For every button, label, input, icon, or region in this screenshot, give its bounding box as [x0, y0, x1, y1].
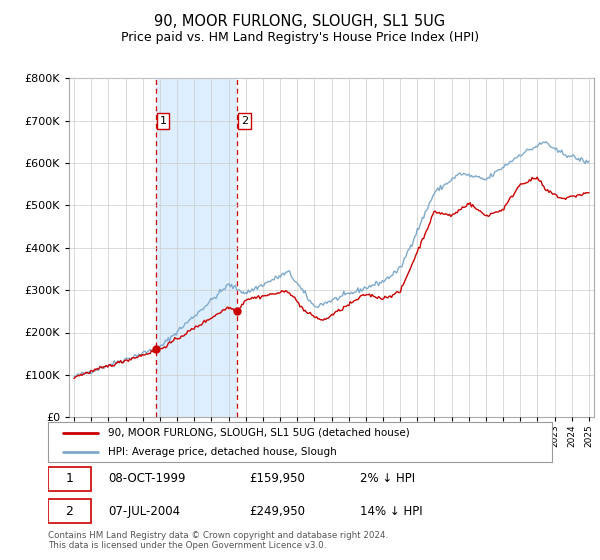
- Text: Price paid vs. HM Land Registry's House Price Index (HPI): Price paid vs. HM Land Registry's House …: [121, 31, 479, 44]
- Text: 90, MOOR FURLONG, SLOUGH, SL1 5UG (detached house): 90, MOOR FURLONG, SLOUGH, SL1 5UG (detac…: [109, 428, 410, 438]
- Text: Contains HM Land Registry data © Crown copyright and database right 2024.
This d: Contains HM Land Registry data © Crown c…: [48, 531, 388, 550]
- Text: 2: 2: [241, 116, 248, 126]
- Text: 08-OCT-1999: 08-OCT-1999: [109, 473, 186, 486]
- Text: 07-JUL-2004: 07-JUL-2004: [109, 505, 181, 517]
- FancyBboxPatch shape: [48, 499, 91, 524]
- Text: £249,950: £249,950: [250, 505, 305, 517]
- Text: 90, MOOR FURLONG, SLOUGH, SL1 5UG: 90, MOOR FURLONG, SLOUGH, SL1 5UG: [154, 14, 446, 29]
- Text: 2% ↓ HPI: 2% ↓ HPI: [361, 473, 416, 486]
- Text: 1: 1: [65, 473, 73, 486]
- Text: HPI: Average price, detached house, Slough: HPI: Average price, detached house, Slou…: [109, 447, 337, 457]
- Text: £159,950: £159,950: [250, 473, 305, 486]
- Bar: [156, 78, 238, 417]
- FancyBboxPatch shape: [48, 466, 91, 491]
- Text: 1: 1: [160, 116, 167, 126]
- Text: 14% ↓ HPI: 14% ↓ HPI: [361, 505, 423, 517]
- Text: 2: 2: [65, 505, 73, 517]
